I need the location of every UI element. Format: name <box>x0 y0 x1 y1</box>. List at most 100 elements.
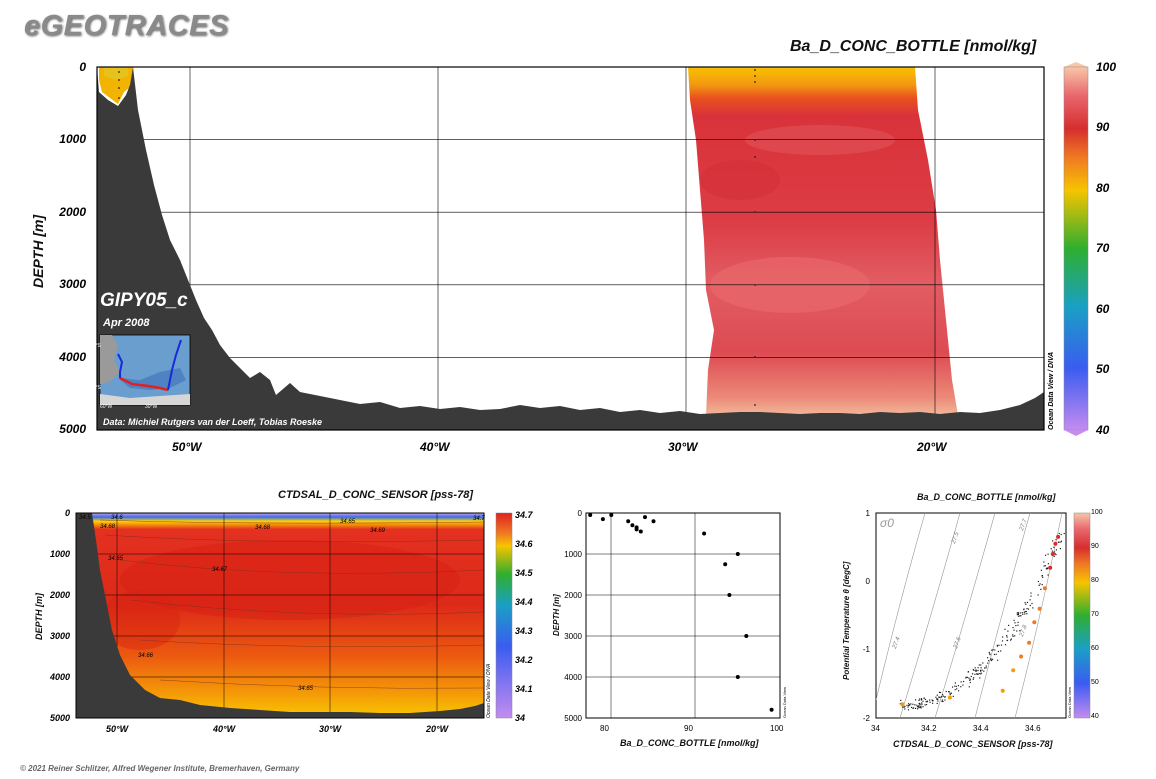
ts-point <box>1048 565 1053 570</box>
ctd-sample <box>908 703 910 705</box>
ctd-sample <box>1010 638 1012 640</box>
salinity-title: CTDSAL_D_CONC_SENSOR [pss-78] <box>278 489 473 501</box>
ts-point <box>1019 654 1024 659</box>
ctd-sample <box>974 673 976 675</box>
ts-point <box>947 695 952 700</box>
ctd-sample <box>983 670 985 672</box>
ctd-sample <box>1026 613 1028 615</box>
scatter-point <box>634 527 639 532</box>
ctd-sample <box>977 673 979 675</box>
ctd-sample <box>978 664 980 666</box>
main-ytick: 2000 <box>59 205 86 219</box>
ctd-sample <box>935 696 937 698</box>
ts-point <box>1053 541 1058 546</box>
sal-cb-tick: 34.4 <box>515 597 533 607</box>
ctd-sample <box>973 669 975 671</box>
ctd-sample <box>1055 549 1057 551</box>
ctd-sample <box>950 692 952 694</box>
colorbar-tick: 100 <box>1096 60 1117 74</box>
cruise-label: GIPY05_c <box>100 290 188 311</box>
scatter-point <box>769 707 774 712</box>
ctd-sample <box>931 699 933 701</box>
contour-label: 34.66 <box>138 653 154 659</box>
ctd-sample <box>918 703 920 705</box>
contour-label: 34.5 <box>79 515 91 521</box>
ctd-sample <box>1043 565 1045 567</box>
ctd-sample <box>954 685 956 687</box>
inset-label: 30°W <box>145 404 158 410</box>
ts-cb-tick: 100 <box>1091 509 1103 516</box>
scatter-point <box>744 634 749 638</box>
ctd-sample <box>1023 611 1025 613</box>
ctd-sample <box>1063 532 1065 535</box>
colorbar-tick: 60 <box>1096 302 1110 316</box>
ctd-sample <box>922 706 924 708</box>
ctd-sample <box>1025 603 1027 605</box>
ctd-sample <box>926 700 929 702</box>
salinity-ytick: 3000 <box>49 631 70 641</box>
ctd-sample <box>1059 548 1061 550</box>
scatter-point <box>626 519 631 524</box>
ctd-sample <box>1047 567 1049 569</box>
ctd-sample <box>938 696 940 698</box>
contour-label: 34.67 <box>212 567 228 573</box>
ctd-sample <box>1016 614 1018 616</box>
ctd-sample <box>1026 608 1028 610</box>
ctd-sample <box>1006 636 1008 638</box>
ctd-sample <box>979 669 982 671</box>
colorbar-tick: 70 <box>1096 241 1110 255</box>
ctd-sample <box>1014 635 1016 637</box>
contour-label: 34.7 <box>473 516 485 522</box>
ctd-sample <box>915 699 917 701</box>
ctd-sample <box>1016 612 1018 614</box>
colorbar-tick: 80 <box>1096 181 1110 195</box>
ctd-sample <box>910 703 912 705</box>
ctd-sample <box>937 700 939 702</box>
main-xtick: 20°W <box>917 440 947 454</box>
ts-point <box>1032 620 1037 625</box>
ctd-sample <box>1016 630 1018 632</box>
ctd-sample <box>908 704 910 706</box>
ctd-sample <box>1030 595 1032 597</box>
ctd-sample <box>1053 551 1056 553</box>
ts-x-label: CTDSAL_D_CONC_SENSOR [pss-78] <box>893 739 1053 749</box>
ctd-sample <box>944 696 946 698</box>
ctd-sample <box>936 702 938 704</box>
colorbar-tick: 90 <box>1096 120 1110 134</box>
ctd-sample <box>904 705 906 707</box>
ctd-sample <box>1045 554 1047 556</box>
ctd-sample <box>989 653 991 655</box>
ctd-sample <box>998 644 1000 646</box>
main-xtick: 50°W <box>172 440 202 454</box>
ts-y-label: Potential Temperature θ [degC] <box>842 561 851 680</box>
ts-point <box>1000 688 1005 693</box>
salinity-xtick: 50°W <box>106 724 129 734</box>
ctd-sample <box>941 700 943 702</box>
ctd-sample <box>976 673 978 675</box>
ts-xtick: 34.4 <box>973 724 989 733</box>
ctd-sample <box>996 644 998 646</box>
ctd-sample <box>938 691 941 693</box>
ctd-sample <box>1041 575 1043 577</box>
ts-cb-tick: 40 <box>1091 713 1099 720</box>
ctd-sample <box>990 658 992 660</box>
ctd-sample <box>987 657 989 659</box>
ctd-sample <box>994 649 996 651</box>
contour-label: 34.6 <box>111 515 123 521</box>
ts-point <box>1027 640 1032 645</box>
ts-cb-tick: 50 <box>1091 679 1099 686</box>
ctd-sample <box>1020 615 1022 617</box>
ctd-sample <box>923 697 925 699</box>
sal-cb-tick: 34 <box>515 713 526 723</box>
ctd-sample <box>1023 608 1025 610</box>
ctd-sample <box>981 669 983 671</box>
ctd-sample <box>1058 532 1060 535</box>
ctd-sample <box>929 699 931 701</box>
ctd-sample <box>963 680 965 683</box>
ctd-sample <box>1053 555 1055 557</box>
ctd-sample <box>1001 640 1004 642</box>
ctd-sample <box>985 667 987 669</box>
ctd-sample <box>918 699 920 701</box>
ctd-sample <box>954 682 956 684</box>
ts-cb-tick: 90 <box>1091 543 1099 550</box>
